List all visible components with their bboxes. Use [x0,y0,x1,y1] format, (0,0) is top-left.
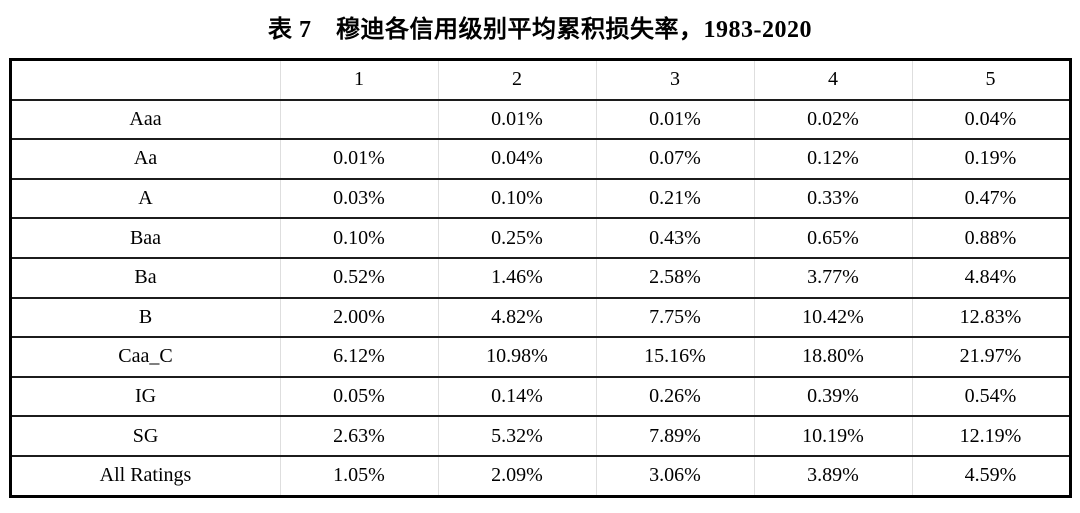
column-header-year-4: 4 [753,59,912,100]
column-header-year-3: 3 [595,59,754,100]
table-row: Ba 0.52% 1.46% 2.58% 3.77% 4.84% [10,256,1070,298]
cell-value: 0.88% [911,217,1070,258]
cell-value: 2.63% [279,415,438,456]
row-label: B [10,296,280,338]
cell-value: 6.12% [279,336,438,377]
table-body: Aaa 0.01% 0.01% 0.02% 0.04% Aa 0.01% 0.04% 0.07%… [10,98,1070,497]
cell-value: 15.16% [595,336,754,377]
cell-value: 3.89% [753,454,912,497]
cell-value: 21.97% [911,336,1070,377]
cell-value: 0.33% [753,177,912,219]
cell-value: 0.54% [911,375,1070,417]
row-label: Baa [10,217,280,258]
row-label: SG [10,415,280,456]
cell-value: 0.01% [279,138,438,179]
cell-value: 10.42% [753,296,912,338]
cell-value: 3.06% [595,454,754,497]
cell-value: 12.19% [911,415,1070,456]
cell-value: 0.65% [753,217,912,258]
table-title: 表 7 穆迪各信用级别平均累积损失率，1983-2020 [268,17,812,43]
table-row: Caa_C 6.12% 10.98% 15.16% 18.80% 21.97% [10,336,1070,377]
cell-value: 18.80% [753,336,912,377]
cell-value: 0.04% [911,98,1070,140]
cell-value: 1.05% [279,454,438,497]
table-row: Aa 0.01% 0.04% 0.07% 0.12% 0.19% [10,138,1070,179]
cell-value: 0.26% [595,375,754,417]
cell-value [279,98,438,140]
cell-value: 0.01% [595,98,754,140]
row-label: Caa_C [10,336,280,377]
cell-value: 0.25% [437,217,596,258]
cell-value: 0.19% [911,138,1070,179]
cell-value: 2.09% [437,454,596,497]
cell-value: 0.10% [437,177,596,219]
cell-value: 10.98% [437,336,596,377]
column-header-rating [10,60,280,100]
cell-value: 2.58% [595,256,754,298]
cell-value: 10.19% [753,415,912,456]
cell-value: 0.10% [279,217,438,258]
row-label: Aaa [10,98,280,140]
cell-value: 0.21% [595,177,754,219]
table-row: B 2.00% 4.82% 7.75% 10.42% 12.83% [10,296,1070,338]
cell-value: 0.14% [437,375,596,417]
table-row: IG 0.05% 0.14% 0.26% 0.39% 0.54% [10,375,1070,417]
cell-value: 4.82% [437,296,596,338]
table-row: SG 2.63% 5.32% 7.89% 10.19% 12.19% [10,415,1070,456]
column-header-year-5: 5 [911,59,1070,100]
column-header-year-2: 2 [437,59,596,100]
cell-value: 0.47% [911,177,1070,219]
cell-value: 7.89% [595,415,754,456]
cell-value: 0.05% [279,375,438,417]
table-row: A 0.03% 0.10% 0.21% 0.33% 0.47% [10,177,1070,219]
cell-value: 5.32% [437,415,596,456]
cell-value: 0.52% [279,256,438,298]
cell-value: 0.07% [595,138,754,179]
cell-value: 3.77% [753,256,912,298]
row-label: A [10,177,280,219]
row-label: Ba [10,256,280,298]
cell-value: 0.12% [753,138,912,179]
table-row: All Ratings 1.05% 2.09% 3.06% 3.89% 4.59% [10,454,1070,497]
row-label: All Ratings [10,454,280,497]
table-row: Aaa 0.01% 0.01% 0.02% 0.04% [10,98,1070,140]
cell-value: 0.03% [279,177,438,219]
cell-value: 0.39% [753,375,912,417]
row-label: IG [10,375,280,417]
cell-value: 1.46% [437,256,596,298]
cell-value: 0.01% [437,98,596,140]
row-label: Aa [10,138,280,179]
cell-value: 4.59% [911,454,1070,497]
cell-value: 2.00% [279,296,438,338]
cell-value: 12.83% [911,296,1070,338]
table-row: Baa 0.10% 0.25% 0.43% 0.65% 0.88% [10,217,1070,258]
cell-value: 0.04% [437,138,596,179]
cell-value: 0.43% [595,217,754,258]
cell-value: 0.02% [753,98,912,140]
column-header-year-1: 1 [279,59,438,100]
cell-value: 7.75% [595,296,754,338]
cell-value: 4.84% [911,256,1070,298]
